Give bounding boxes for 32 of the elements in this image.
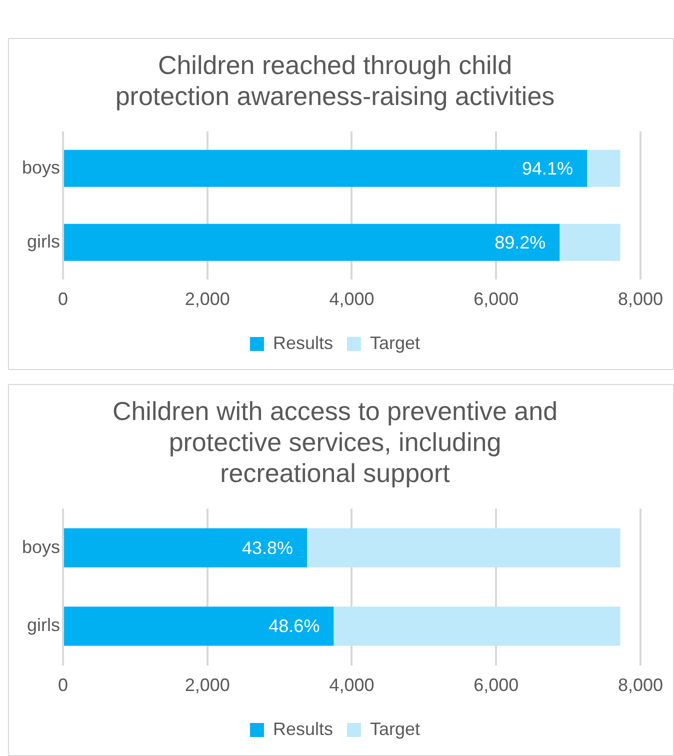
y-tick-label: girls — [27, 615, 60, 636]
bar — [64, 150, 588, 187]
bar — [560, 224, 620, 261]
bar — [64, 606, 334, 646]
x-tick-label: 8,000 — [618, 675, 663, 696]
y-tick-label: girls — [27, 231, 60, 252]
legend-label: Results — [272, 718, 334, 739]
chart-title: Children reached through child protection awareness-raising activities — [115, 50, 555, 111]
x-tick-label: 4,000 — [329, 675, 374, 696]
legend-label: Target — [370, 332, 420, 353]
x-tick-label: 2,000 — [184, 675, 230, 696]
y-tick-label: boys — [22, 157, 60, 178]
y-tick-label: boys — [22, 536, 60, 557]
bar — [64, 528, 307, 568]
x-tick-label: 6,000 — [474, 675, 519, 696]
annotation: 94.1% — [522, 158, 574, 178]
x-tick-label: 4,000 — [329, 289, 374, 310]
x-tick-label: 0 — [58, 289, 68, 310]
x-tick-label: 0 — [58, 675, 68, 696]
bar — [306, 528, 620, 568]
x-tick-label: 2,000 — [184, 289, 230, 310]
annotation: 48.6% — [268, 616, 320, 636]
x-tick-label: 6,000 — [474, 289, 519, 310]
bar — [587, 150, 620, 187]
annotation: 89.2% — [494, 232, 546, 252]
chart-title: Children with access to preventive and protective services, including recreational support — [112, 396, 558, 488]
legend-label: Target — [370, 718, 420, 739]
bar — [64, 224, 560, 261]
x-tick-label: 8,000 — [618, 289, 663, 310]
legend-label: Results — [272, 332, 334, 353]
annotation: 43.8% — [242, 538, 293, 558]
bar — [334, 606, 620, 646]
